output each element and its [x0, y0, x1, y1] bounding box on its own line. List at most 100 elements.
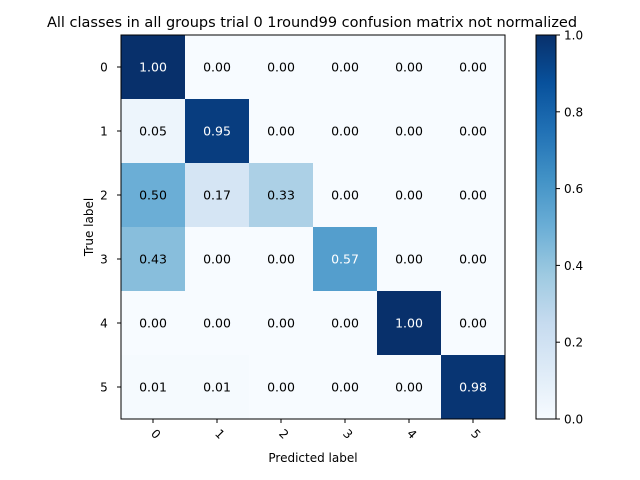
- y-tick-label: 5: [100, 381, 108, 395]
- heatmap-cell: [313, 355, 378, 420]
- cell-value-label: 0.33: [267, 188, 295, 203]
- plot-frame: [120, 34, 506, 420]
- cell-value-label: 0.00: [395, 188, 423, 203]
- x-tick-label: 0: [148, 427, 163, 442]
- cell-value-label: 0.00: [267, 252, 295, 267]
- cell-value-label: 0.00: [331, 316, 359, 331]
- heatmap-cell-labels: 1.00 0.00 0.00 0.00 0.00 0.00 0.05 0.95 0.00 0.00…: [139, 60, 487, 395]
- y-axis-label: True label: [82, 198, 96, 257]
- cell-value-label: 0.00: [267, 60, 295, 75]
- cell-value-label: 1.00: [395, 316, 423, 331]
- heatmap-cell: [185, 291, 250, 356]
- y-tick-label: 1: [100, 125, 108, 139]
- heatmap-cell: [185, 355, 250, 420]
- heatmap-cell: [185, 99, 250, 164]
- heatmap-cell: [313, 163, 378, 228]
- cell-value-label: 0.43: [139, 252, 167, 267]
- cell-value-label: 0.00: [203, 252, 231, 267]
- cell-value-label: 0.95: [203, 124, 231, 139]
- cell-value-label: 0.00: [139, 316, 167, 331]
- x-tick-label: 1: [212, 427, 227, 442]
- cell-value-label: 0.00: [267, 124, 295, 139]
- heatmap-cell: [377, 291, 442, 356]
- heatmap-cell: [121, 35, 186, 100]
- colorbar-tick-label: 0.6: [564, 182, 583, 196]
- cell-value-label: 0.00: [459, 188, 487, 203]
- heatmap-cell: [185, 227, 250, 292]
- cell-value-label: 0.00: [331, 60, 359, 75]
- colorbar-tick-label: 0.8: [564, 105, 583, 119]
- cell-value-label: 0.00: [395, 60, 423, 75]
- cell-value-label: 0.00: [459, 60, 487, 75]
- heatmap-cell: [121, 291, 186, 356]
- heatmap-cell: [377, 355, 442, 420]
- cell-value-label: 0.00: [395, 252, 423, 267]
- cell-value-label: 0.98: [459, 380, 487, 395]
- heatmap-cell: [249, 163, 314, 228]
- cell-value-label: 0.57: [331, 252, 359, 267]
- chart-title: All classes in all groups trial 0 1round…: [47, 15, 577, 31]
- heatmap-cell: [441, 99, 506, 164]
- cell-value-label: 0.00: [331, 188, 359, 203]
- x-tick-label: 3: [340, 427, 355, 442]
- heatmap-cell: [249, 99, 314, 164]
- cell-value-label: 0.00: [331, 380, 359, 395]
- cell-value-label: 0.00: [459, 316, 487, 331]
- x-tick-label: 4: [404, 427, 419, 442]
- heatmap-cell: [313, 35, 378, 100]
- colorbar-tick-label: 1.0: [564, 29, 583, 43]
- colorbar-tick-label: 0.2: [564, 336, 583, 350]
- x-tick-label: 2: [276, 427, 291, 442]
- heatmap-cell: [441, 163, 506, 228]
- heatmap-cell: [121, 99, 186, 164]
- heatmap-cell: [377, 99, 442, 164]
- cell-value-label: 0.00: [395, 124, 423, 139]
- heatmap-cell: [121, 355, 186, 420]
- y-tick-label: 4: [100, 317, 108, 331]
- cell-value-label: 0.00: [267, 316, 295, 331]
- colorbar-ticks: 0.0 0.2 0.4 0.6 0.8 1.0: [556, 29, 583, 427]
- heatmap-cell: [313, 291, 378, 356]
- heatmap-cell: [249, 35, 314, 100]
- colorbar-tick-label: 0.4: [564, 259, 583, 273]
- heatmap-cells: [121, 35, 506, 420]
- cell-value-label: 0.00: [459, 252, 487, 267]
- heatmap-cell: [377, 227, 442, 292]
- heatmap-cell: [185, 35, 250, 100]
- cell-value-label: 0.00: [267, 380, 295, 395]
- y-tick-label: 3: [100, 253, 108, 267]
- heatmap-cell: [441, 291, 506, 356]
- heatmap-cell: [313, 99, 378, 164]
- cell-value-label: 0.00: [203, 316, 231, 331]
- y-tick-label: 0: [100, 61, 108, 75]
- y-tick-label: 2: [100, 189, 108, 203]
- cell-value-label: 0.50: [139, 188, 167, 203]
- cell-value-label: 0.00: [203, 60, 231, 75]
- heatmap-cell: [249, 355, 314, 420]
- heatmap-cell: [249, 291, 314, 356]
- heatmap-cell: [185, 163, 250, 228]
- heatmap-cell: [441, 355, 506, 420]
- y-axis-ticks: 0 1 2 3 4 5: [100, 61, 121, 395]
- cell-value-label: 1.00: [139, 60, 167, 75]
- colorbar-tick-label: 0.0: [564, 413, 583, 427]
- cell-value-label: 0.00: [459, 124, 487, 139]
- heatmap-cell: [441, 35, 506, 100]
- cell-value-label: 0.00: [395, 380, 423, 395]
- heatmap-cell: [377, 35, 442, 100]
- x-axis-label: Predicted label: [268, 451, 357, 465]
- heatmap-cell: [441, 227, 506, 292]
- heatmap-cell: [121, 163, 186, 228]
- cell-value-label: 0.05: [139, 124, 167, 139]
- heatmap-cell: [249, 227, 314, 292]
- heatmap-cell: [313, 227, 378, 292]
- cell-value-label: 0.17: [203, 188, 231, 203]
- heatmap-cell: [377, 163, 442, 228]
- x-tick-label: 5: [468, 427, 483, 442]
- cell-value-label: 0.01: [139, 380, 167, 395]
- cell-value-label: 0.00: [331, 124, 359, 139]
- cell-value-label: 0.01: [203, 380, 231, 395]
- x-axis-ticks: 0 1 2 3 4 5: [148, 419, 483, 442]
- heatmap-cell: [121, 227, 186, 292]
